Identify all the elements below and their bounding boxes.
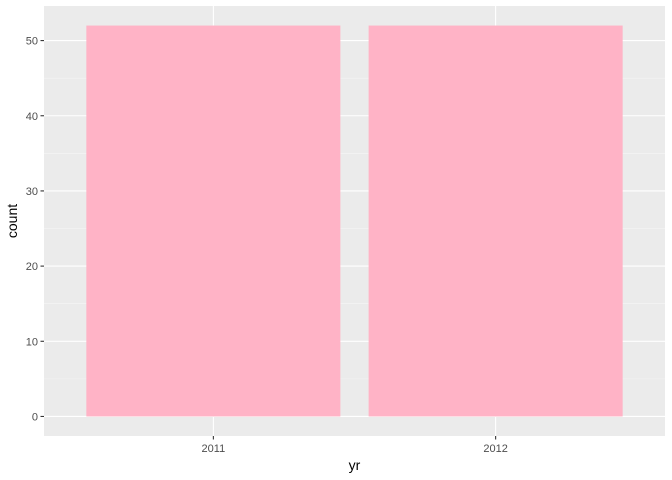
x-axis-title: yr	[349, 457, 361, 473]
x-tick-label: 2012	[483, 443, 507, 455]
y-axis-title: count	[4, 204, 20, 238]
y-axis: 0 10 20 30 40 50	[26, 36, 44, 423]
bar-2011	[86, 25, 341, 417]
y-tick-label: 10	[26, 336, 38, 348]
x-axis: 2011 2012	[202, 436, 508, 455]
y-tick-label: 0	[32, 411, 38, 423]
bars	[86, 25, 623, 417]
y-tick-label: 30	[26, 186, 38, 198]
y-tick-label: 40	[26, 111, 38, 123]
y-tick-label: 50	[26, 36, 38, 48]
y-tick-label: 20	[26, 261, 38, 273]
x-tick-label: 2011	[202, 443, 226, 455]
bar-2012	[368, 25, 623, 417]
